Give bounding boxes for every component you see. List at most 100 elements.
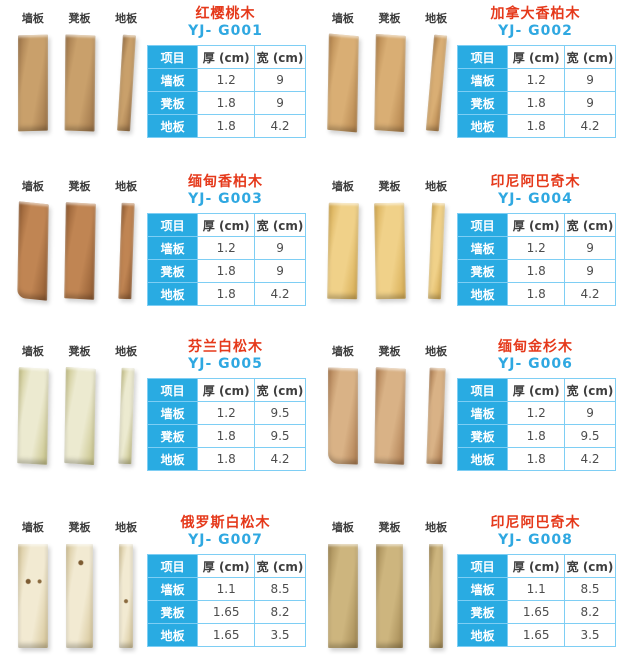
- spec-thickness-value: 1.1: [507, 577, 566, 601]
- spec-header-width: 宽 (cm): [254, 45, 306, 69]
- stool-board-image: [376, 544, 403, 648]
- wall-board-column: 墙板: [324, 519, 362, 666]
- spec-thickness-value: 1.8: [507, 114, 566, 138]
- spec-width-value: 4.2: [564, 114, 616, 138]
- floor-board-image: [119, 544, 134, 648]
- spec-header-item: 项目: [456, 554, 509, 578]
- spec-thickness-value: 1.2: [197, 236, 256, 260]
- spec-header-width: 宽 (cm): [564, 213, 616, 237]
- spec-width-value: 8.2: [564, 600, 616, 624]
- stool-board-label: 凳板: [68, 345, 91, 358]
- spec-row-label: 地板: [456, 623, 509, 647]
- stool-board-column: 凳板: [371, 178, 409, 325]
- board-images: 墙板 凳板 地板: [0, 6, 145, 160]
- spec-table: 项目 厚 (cm) 宽 (cm) 墙板 1.2 9 凳板 1.8 9 地板 1.…: [456, 213, 616, 306]
- spec-thickness-value: 1.8: [197, 114, 256, 138]
- spec-thickness-value: 1.1: [197, 577, 256, 601]
- stool-board-column: 凳板: [371, 519, 409, 666]
- wall-board-label: 墙板: [331, 180, 354, 193]
- spec-row-label: 墙板: [146, 236, 199, 260]
- spec-header-width: 宽 (cm): [564, 554, 616, 578]
- spec-width-value: 9.5: [254, 401, 306, 425]
- product-model: YJ- G004: [498, 191, 573, 207]
- wall-board-column: 墙板: [14, 343, 52, 495]
- floor-board-column: 地板: [417, 178, 455, 325]
- spec-row: 地板 1.65 3.5: [456, 623, 616, 647]
- stool-board-column: 凳板: [371, 10, 409, 160]
- spec-width-value: 3.5: [564, 623, 616, 647]
- product-model: YJ- G003: [188, 191, 263, 207]
- board-images: 墙板 凳板 地板: [310, 339, 455, 495]
- floor-board-image: [429, 544, 444, 648]
- spec-header-thickness: 厚 (cm): [197, 45, 256, 69]
- stool-board-image: [66, 544, 93, 648]
- spec-thickness-value: 1.2: [197, 68, 256, 92]
- spec-width-value: 9: [564, 401, 616, 425]
- spec-width-value: 9: [564, 259, 616, 283]
- stool-board-label: 凳板: [378, 345, 401, 358]
- spec-row-label: 地板: [146, 623, 199, 647]
- board-images: 墙板 凳板 地板: [0, 174, 145, 325]
- floor-board-label: 地板: [115, 12, 138, 25]
- spec-header-width: 宽 (cm): [564, 378, 616, 402]
- spec-header-thickness: 厚 (cm): [197, 554, 256, 578]
- product-info: 红樱桃木 YJ- G001 项目 厚 (cm) 宽 (cm) 墙板 1.2 9 …: [145, 6, 310, 160]
- spec-width-value: 3.5: [254, 623, 306, 647]
- product-name: 芬兰白松木: [188, 339, 263, 355]
- spec-header-item: 项目: [456, 45, 509, 69]
- floor-board-image: [118, 202, 135, 300]
- spec-header-item: 项目: [456, 378, 509, 402]
- product-info: 俄罗斯白松木 YJ- G007 项目 厚 (cm) 宽 (cm) 墙板 1.1 …: [145, 515, 310, 666]
- product-info: 缅甸香柏木 YJ- G003 项目 厚 (cm) 宽 (cm) 墙板 1.2 9…: [145, 174, 310, 325]
- floor-board-column: 地板: [107, 343, 145, 495]
- product-info: 印尼阿巴奇木 YJ- G004 项目 厚 (cm) 宽 (cm) 墙板 1.2 …: [455, 174, 620, 325]
- spec-row: 地板 1.8 4.2: [146, 114, 306, 138]
- product-info: 印尼阿巴奇木 YJ- G008 项目 厚 (cm) 宽 (cm) 墙板 1.1 …: [455, 515, 620, 666]
- product-card: 墙板 凳板 地板 芬兰白松木 YJ- G005 项目 厚 (cm) 宽 (cm): [0, 325, 310, 495]
- spec-header-thickness: 厚 (cm): [197, 213, 256, 237]
- spec-row-label: 墙板: [456, 577, 509, 601]
- spec-row-label: 凳板: [146, 424, 199, 448]
- spec-thickness-value: 1.65: [507, 600, 566, 624]
- product-info: 缅甸金杉木 YJ- G006 项目 厚 (cm) 宽 (cm) 墙板 1.2 9…: [455, 339, 620, 495]
- floor-board-label: 地板: [425, 521, 448, 534]
- board-images: 墙板 凳板 地板: [0, 515, 145, 666]
- spec-row-label: 墙板: [456, 68, 509, 92]
- spec-row: 凳板 1.8 9.5: [456, 424, 616, 448]
- spec-width-value: 4.2: [254, 447, 306, 471]
- spec-header-thickness: 厚 (cm): [507, 378, 566, 402]
- spec-row-label: 墙板: [146, 401, 199, 425]
- product-name: 加拿大香柏木: [490, 6, 581, 22]
- spec-row: 墙板 1.2 9: [456, 236, 616, 260]
- floor-board-column: 地板: [107, 10, 145, 160]
- stool-board-image: [64, 34, 95, 132]
- spec-thickness-value: 1.8: [507, 259, 566, 283]
- stool-board-image: [373, 367, 406, 465]
- wall-board-image: [327, 367, 358, 465]
- wall-board-column: 墙板: [324, 10, 362, 160]
- product-info: 加拿大香柏木 YJ- G002 项目 厚 (cm) 宽 (cm) 墙板 1.2 …: [455, 6, 620, 160]
- spec-thickness-value: 1.8: [507, 91, 566, 115]
- spec-header-width: 宽 (cm): [564, 45, 616, 69]
- spec-header-item: 项目: [146, 45, 199, 69]
- spec-width-value: 9: [564, 91, 616, 115]
- spec-row: 墙板 1.2 9: [146, 68, 306, 92]
- wall-board-label: 墙板: [21, 345, 44, 358]
- spec-row-label: 地板: [146, 447, 199, 471]
- product-model: YJ- G008: [498, 532, 573, 548]
- spec-row: 墙板 1.2 9: [456, 401, 616, 425]
- wall-board-image: [17, 367, 49, 465]
- spec-row-label: 墙板: [456, 236, 509, 260]
- floor-board-column: 地板: [417, 343, 455, 495]
- wall-board-image: [326, 202, 359, 300]
- spec-row: 凳板 1.65 8.2: [456, 600, 616, 624]
- spec-header-item: 项目: [146, 213, 199, 237]
- spec-row: 地板 1.8 4.2: [146, 447, 306, 471]
- stool-board-image: [373, 33, 406, 133]
- wall-board-column: 墙板: [324, 343, 362, 495]
- spec-thickness-value: 1.2: [507, 236, 566, 260]
- spec-header-width: 宽 (cm): [254, 213, 306, 237]
- spec-width-value: 8.5: [254, 577, 306, 601]
- floor-board-label: 地板: [425, 12, 448, 25]
